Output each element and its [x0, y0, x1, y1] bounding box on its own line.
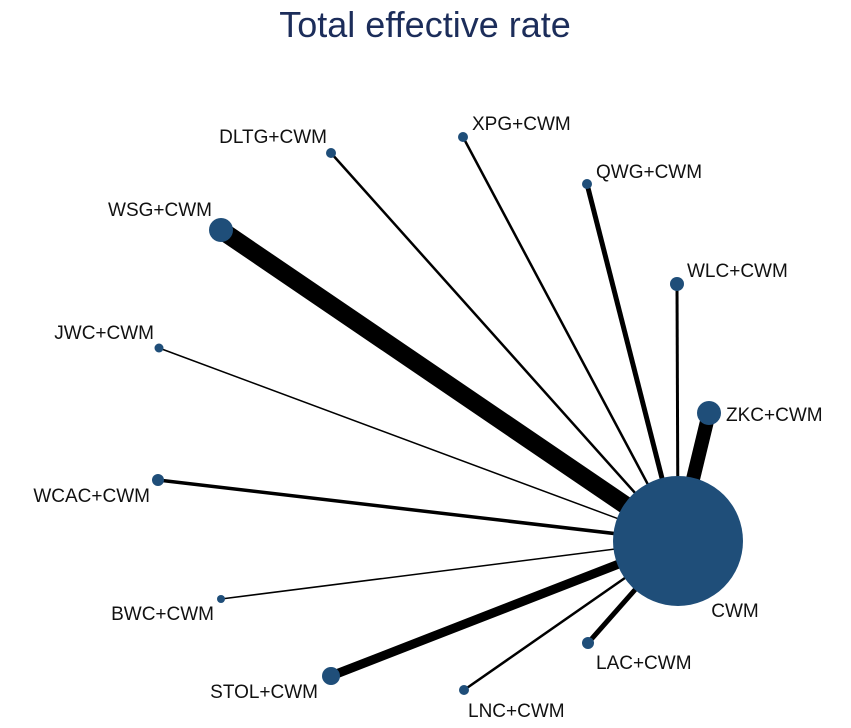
node-xpg: [458, 132, 468, 142]
node-label-bwc: BWC+CWM: [111, 604, 214, 625]
node-bwc: [217, 595, 225, 603]
edge-jwc: [158, 347, 679, 542]
node-label-stol: STOL+CWM: [210, 682, 318, 703]
node-dltg: [326, 148, 336, 158]
edge-xpg: [461, 136, 680, 542]
node-qwg: [582, 179, 592, 189]
node-wsg: [209, 218, 233, 242]
node-label-zkc: ZKC+CWM: [726, 405, 823, 426]
node-jwc: [154, 343, 164, 353]
node-label-lnc: LNC+CWM: [468, 701, 565, 722]
node-lac: [582, 637, 594, 649]
node-label-cwm: CWM: [711, 601, 758, 622]
node-cwm: [613, 476, 743, 606]
node-label-xpg: XPG+CWM: [472, 114, 571, 135]
edge-bwc: [220, 540, 679, 600]
chart-title: Total effective rate: [279, 4, 571, 45]
edge-wsg: [215, 222, 684, 549]
node-label-wsg: WSG+CWM: [108, 200, 212, 221]
node-lnc: [459, 685, 469, 695]
edges-group: [157, 136, 716, 692]
node-label-qwg: QWG+CWM: [596, 162, 702, 183]
node-label-dltg: DLTG+CWM: [219, 127, 327, 148]
node-label-jwc: JWC+CWM: [54, 323, 154, 344]
node-wcac: [152, 474, 164, 486]
node-label-wlc: WLC+CWM: [687, 261, 788, 282]
node-label-wcac: WCAC+CWM: [33, 486, 150, 507]
node-stol: [322, 667, 340, 685]
edge-wcac: [157, 478, 679, 543]
nodes-group: [152, 132, 743, 695]
node-wlc: [670, 277, 684, 291]
labels-group: XPG+CWM DLTG+CWM QWG+CWM WSG+CWM WLC+CWM JWC+…: [33, 114, 822, 722]
edge-dltg: [330, 152, 679, 542]
node-label-lac: LAC+CWM: [596, 653, 692, 674]
node-zkc: [697, 401, 721, 425]
